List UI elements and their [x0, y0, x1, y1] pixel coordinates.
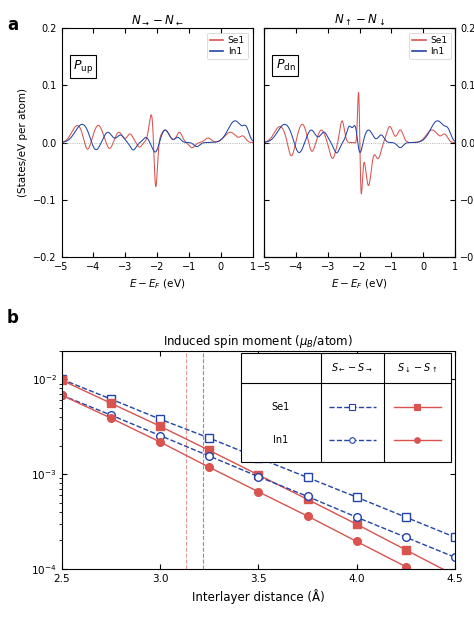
Title: $N_{\uparrow}-N_{\downarrow}$: $N_{\uparrow}-N_{\downarrow}$ [334, 13, 385, 28]
Legend: Se1, In1: Se1, In1 [409, 32, 450, 59]
Text: $P_{\rm up}$: $P_{\rm up}$ [73, 58, 93, 75]
Title: $N_{\rightarrow}-N_{\leftarrow}$: $N_{\rightarrow}-N_{\leftarrow}$ [131, 14, 183, 28]
Legend: Se1, In1: Se1, In1 [207, 32, 248, 59]
Text: Se1: Se1 [272, 402, 290, 412]
X-axis label: $E-E_F$ (eV): $E-E_F$ (eV) [129, 278, 185, 291]
X-axis label: Interlayer distance (Å): Interlayer distance (Å) [192, 589, 325, 604]
Bar [241, 353, 451, 462]
Text: $S_{\leftarrow}-S_{\rightarrow}$: $S_{\leftarrow}-S_{\rightarrow}$ [331, 362, 373, 374]
Text: $S_{\downarrow}-S_{\uparrow}$: $S_{\downarrow}-S_{\uparrow}$ [397, 362, 438, 375]
Text: $P_{\rm dn}$: $P_{\rm dn}$ [275, 58, 295, 73]
Text: a: a [7, 16, 18, 34]
Text: b: b [7, 309, 19, 328]
Text: In1: In1 [273, 435, 288, 445]
X-axis label: $E-E_F$ (eV): $E-E_F$ (eV) [331, 278, 388, 291]
Title: Induced spin moment ($\mu_B$/atom): Induced spin moment ($\mu_B$/atom) [164, 333, 353, 350]
Y-axis label: (States/eV per atom): (States/eV per atom) [18, 88, 27, 197]
